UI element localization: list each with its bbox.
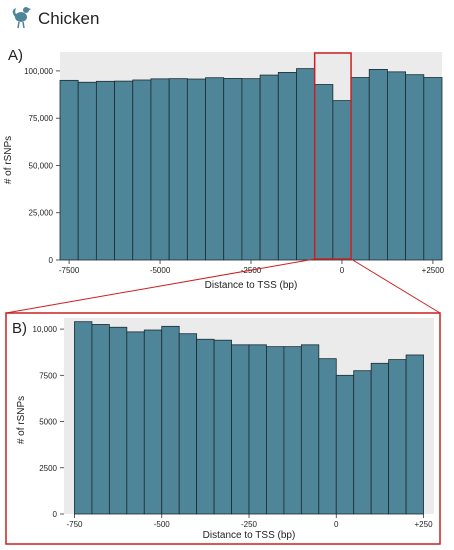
panel-a-bar xyxy=(168,78,188,261)
panel-b-bar xyxy=(74,321,93,515)
panel-a-bar xyxy=(387,71,407,261)
chicken-icon xyxy=(12,7,31,29)
panel-b-bar xyxy=(318,358,337,515)
panel-a-y-ticks: 0 25,000 50,000 75,000 100,000 xyxy=(24,67,60,265)
panel-a-bar xyxy=(132,79,152,261)
panel-a-bar xyxy=(241,78,261,261)
panel-a-bar xyxy=(332,100,352,261)
panel-a-bar xyxy=(205,77,225,261)
panel-b-y-tick-label: 5000 xyxy=(39,418,57,427)
panel-b-bar xyxy=(126,331,145,515)
panel-b-y-tick-label: 7500 xyxy=(39,371,57,380)
panel-b-bar xyxy=(370,362,390,515)
panel-a-bar xyxy=(350,77,370,261)
panel-b-bar xyxy=(283,346,302,515)
panel-a-y-tick-label: 0 xyxy=(49,256,54,265)
panel-b-bar xyxy=(213,339,232,515)
zoom-connector-right xyxy=(350,258,441,314)
panel-b-label: B) xyxy=(12,320,27,337)
panel-a-bars xyxy=(59,68,443,261)
panel-b-y-ticks: 0 2500 5000 7500 10,000 xyxy=(33,325,64,519)
panel-a-bar xyxy=(186,78,206,261)
panel-a-y-tick-label: 75,000 xyxy=(29,114,54,123)
page-title: Chicken xyxy=(38,9,99,28)
panel-b-x-tick-label: +250 xyxy=(415,520,434,529)
panel-b-bars xyxy=(74,321,424,515)
panel-b-x-tick-label: -250 xyxy=(241,520,258,529)
panel-b-bar xyxy=(353,370,372,515)
panel-a-bar xyxy=(223,78,243,261)
panel-a-bar xyxy=(95,80,115,261)
panel-b-bar xyxy=(248,344,267,515)
panel-a-x-tick-label: +2500 xyxy=(422,266,445,275)
panel-b-x-tick-label: -750 xyxy=(66,520,83,529)
zoom-connector-left xyxy=(5,258,315,314)
panel-a-bar xyxy=(150,78,170,261)
panel-b-bar xyxy=(196,338,215,515)
panel-b-x-tick-label: 0 xyxy=(334,520,339,529)
panel-a-y-tick-label: 100,000 xyxy=(24,67,53,76)
panel-b-bar xyxy=(161,325,180,515)
panel-b-bar xyxy=(231,344,250,515)
panel-a-x-axis-label: Distance to TSS (bp) xyxy=(205,280,298,291)
panel-a-y-tick-label: 50,000 xyxy=(29,161,54,170)
panel-b-x-ticks: -750 -500 -250 0 +250 xyxy=(66,514,433,529)
panel-a-bar xyxy=(259,74,279,261)
panel-a-bar xyxy=(423,77,443,261)
panel-a-bar xyxy=(368,69,388,261)
panel-b-bar xyxy=(405,354,424,515)
panel-b-x-axis-label: Distance to TSS (bp) xyxy=(203,530,296,541)
panel-a-x-ticks: -7500-5000-25000+2500 xyxy=(59,260,445,275)
panel-b-bar xyxy=(108,326,128,515)
panel-b-y-tick-label: 0 xyxy=(53,510,58,519)
panel-b-bar xyxy=(335,374,355,515)
panel-b-bar xyxy=(91,324,110,515)
panel-a-bar xyxy=(77,81,97,261)
panel-b-y-axis-label: # of rSNPs xyxy=(16,396,27,444)
panel-b-bar xyxy=(143,329,163,515)
panel-a-bar xyxy=(296,68,316,261)
panel-a-x-tick-label: 0 xyxy=(340,266,345,275)
panel-b-bar xyxy=(300,344,320,515)
panel-a-bar xyxy=(277,72,297,261)
panel-a-x-tick-label: -7500 xyxy=(59,266,80,275)
panel-a-x-tick-label: -5000 xyxy=(150,266,171,275)
panel-b-x-tick-label: -500 xyxy=(154,520,171,529)
panel-a-y-axis-label: # of rSNPs xyxy=(3,136,14,184)
panel-a-y-tick-label: 25,000 xyxy=(29,209,54,218)
panel-a-zoom-highlight xyxy=(313,52,352,260)
panel-b-y-tick-label: 2500 xyxy=(39,464,57,473)
panel-a-bar xyxy=(114,80,134,261)
panel-b-bar xyxy=(388,359,407,515)
panel-b-bar xyxy=(266,346,285,515)
panel-a-bar xyxy=(405,74,425,261)
panel-b-y-tick-label: 10,000 xyxy=(33,325,58,334)
panel-a-bar xyxy=(59,79,79,261)
panel-b-frame xyxy=(5,312,441,545)
panel-b-bar xyxy=(178,333,198,515)
panel-a-bar xyxy=(314,84,334,261)
panel-a-label: A) xyxy=(8,47,23,64)
